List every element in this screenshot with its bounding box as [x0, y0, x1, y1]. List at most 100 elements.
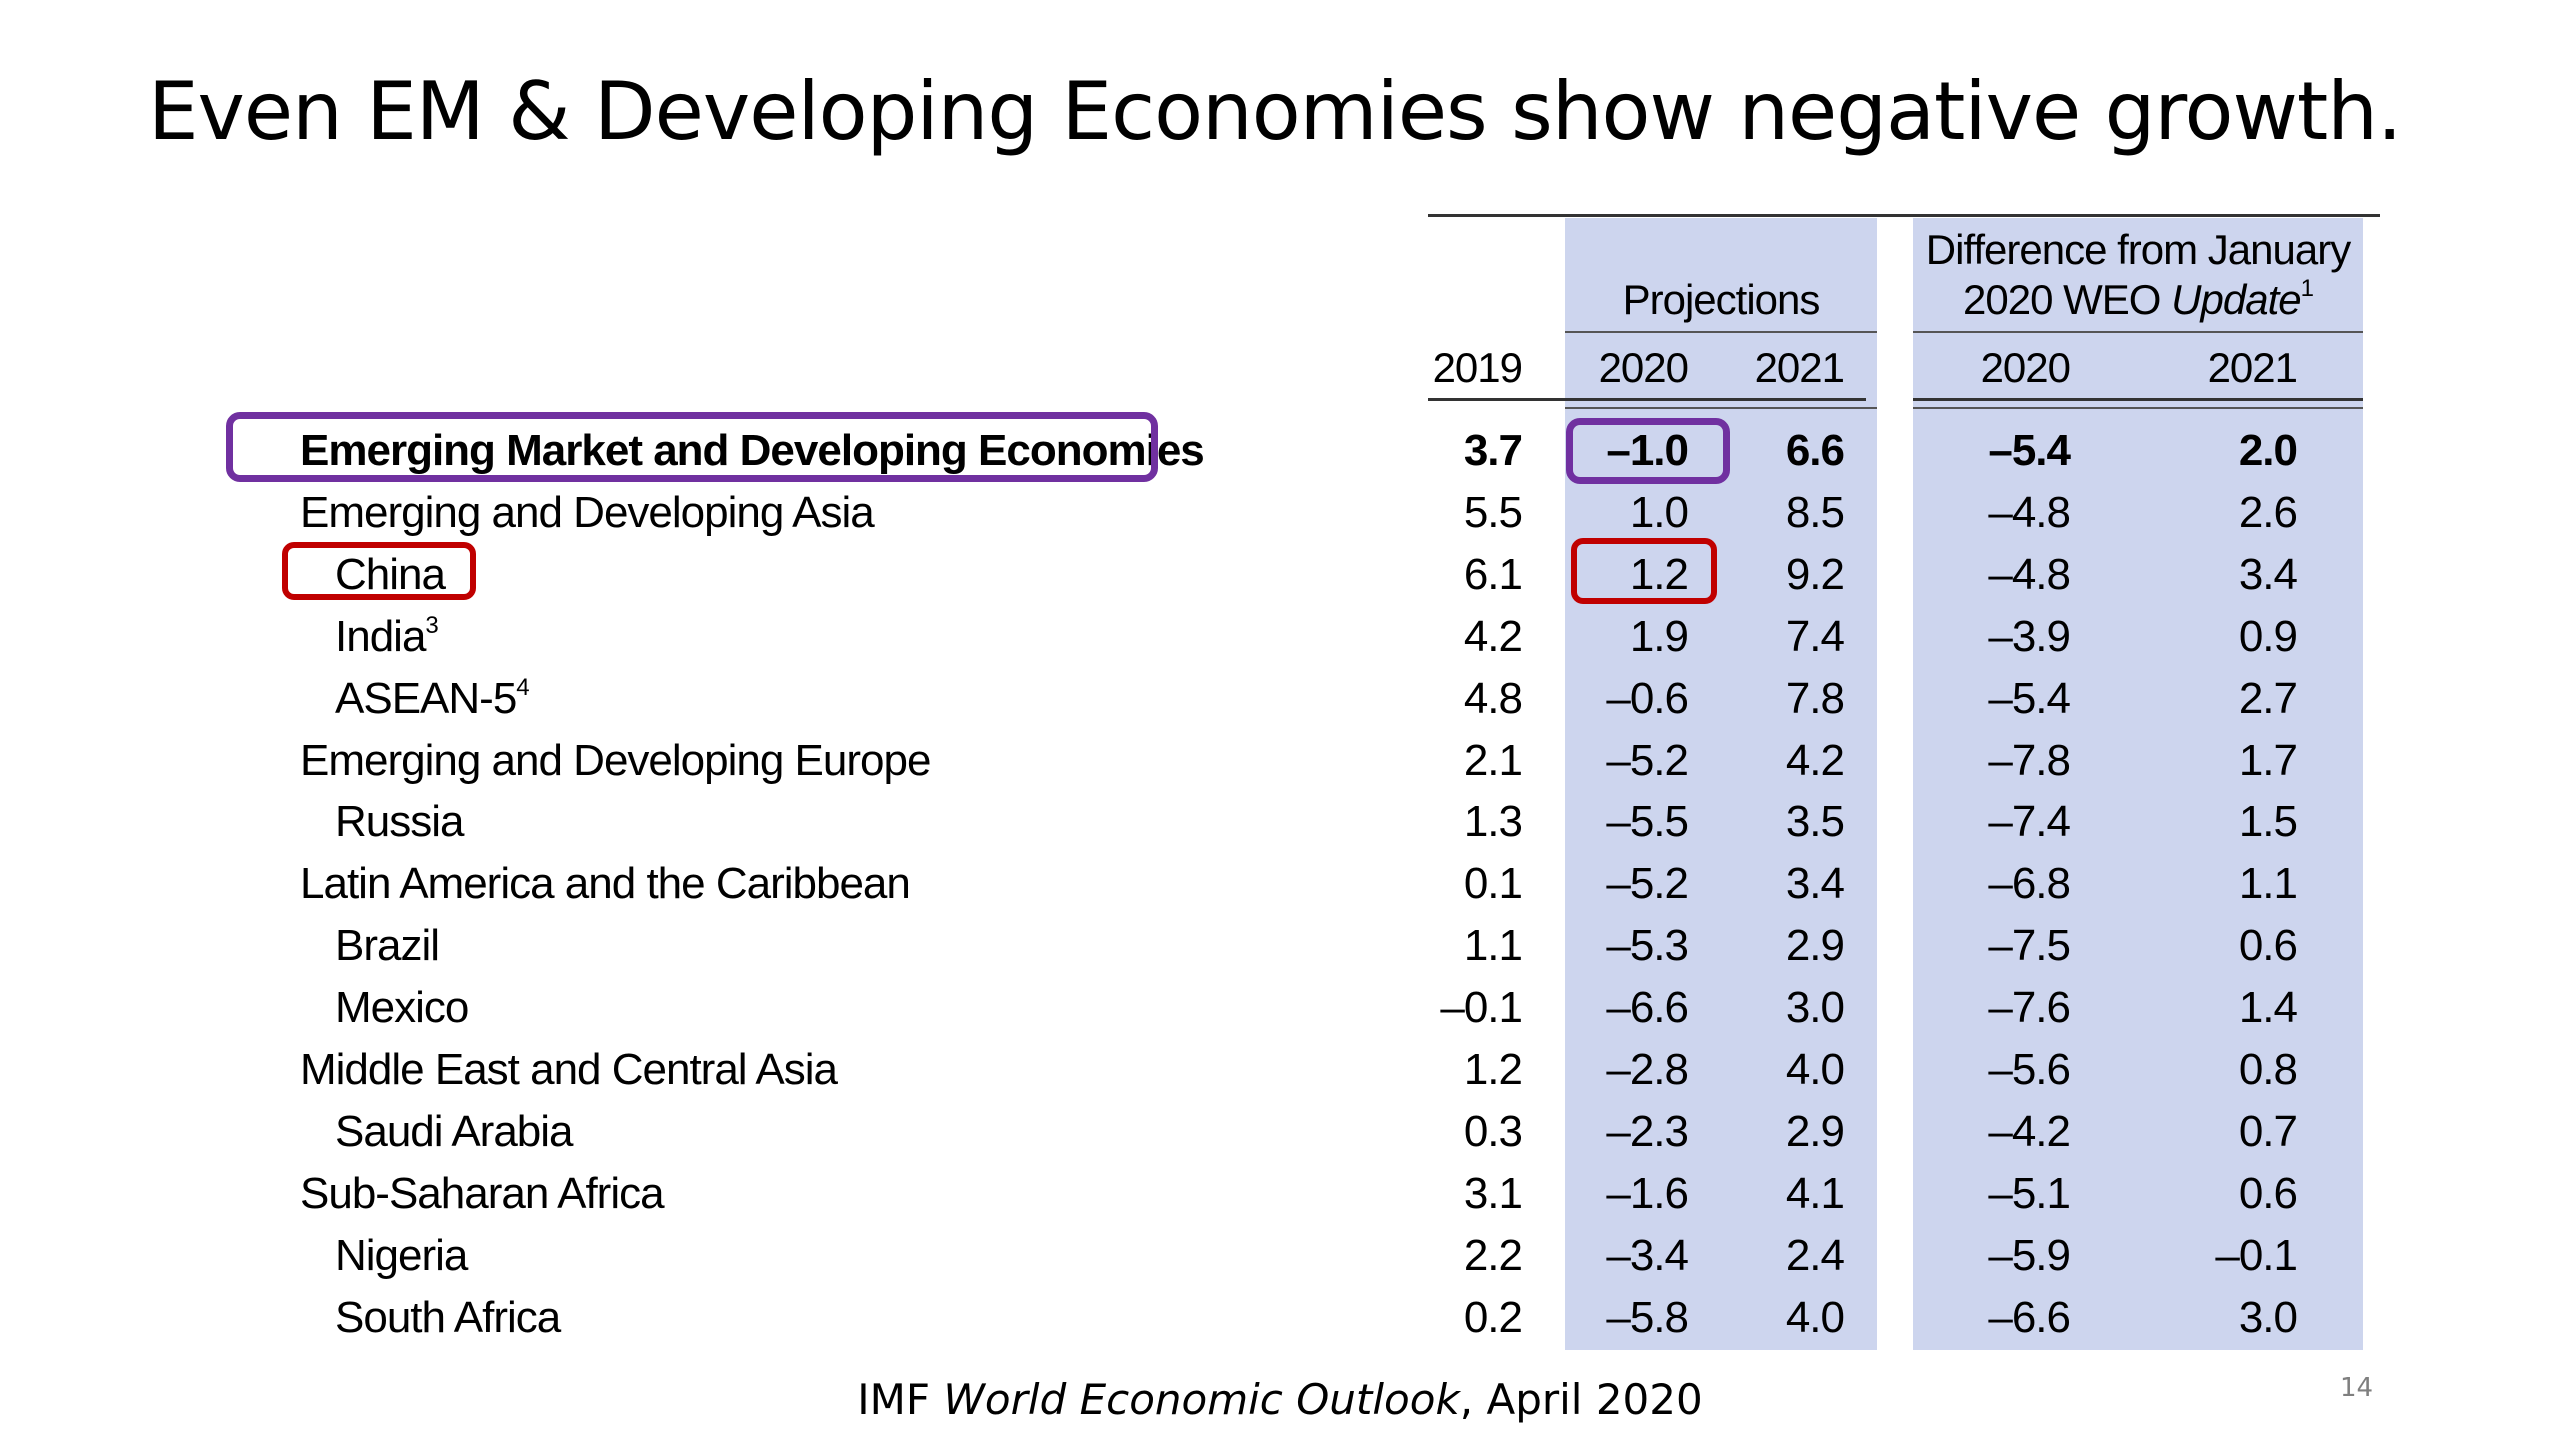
col-header-proj-2020: 2020: [1598, 344, 1689, 391]
table-cell: 6.1: [1463, 550, 1523, 599]
projections-header: Projections: [1622, 276, 1821, 323]
row-label-text: ASEAN-5: [335, 674, 517, 723]
row-label-text: Emerging Market and Developing Economies: [300, 426, 1205, 475]
row-label: Brazil: [335, 916, 440, 976]
table-cell: 3.0: [1785, 983, 1845, 1032]
slide-title: Even EM & Developing Economies show nega…: [148, 65, 2402, 158]
row-label-text: Mexico: [335, 983, 469, 1032]
table-cell: –5.9: [1988, 1231, 2071, 1280]
table-cell: 0.6: [2238, 1169, 2298, 1218]
table-cell: –0.6: [1606, 674, 1689, 723]
row-label: ASEAN-54: [335, 669, 530, 729]
table-cell: 1.2: [1629, 550, 1689, 599]
header-rule-right: [1913, 398, 2363, 401]
row-label-footnote: 3: [425, 612, 438, 639]
table-cell: –5.5: [1606, 797, 1689, 846]
difference-band: [1913, 218, 2363, 1350]
table-cell: 6.6: [1785, 426, 1845, 475]
table-cell: –3.9: [1988, 612, 2071, 661]
table-cell: 1.5: [2238, 797, 2298, 846]
top-rule: [1428, 214, 2380, 217]
row-label: Emerging and Developing Asia: [300, 483, 875, 543]
table-cell: –6.6: [1606, 983, 1689, 1032]
table-cell: –5.6: [1988, 1045, 2071, 1094]
row-label: Saudi Arabia: [335, 1102, 574, 1162]
table-cell: –3.4: [1606, 1231, 1689, 1280]
table-cell: 4.2: [1463, 612, 1523, 661]
table-cell: –5.8: [1606, 1293, 1689, 1342]
china-label-highlight: [282, 542, 476, 600]
row-label-text: Russia: [335, 797, 464, 846]
table-cell: –1.0: [1606, 426, 1689, 475]
table-cell: 1.7: [2238, 736, 2298, 785]
page-number: 14: [2340, 1373, 2374, 1403]
table-cell: –4.8: [1988, 488, 2071, 537]
table-cell: 0.6: [2238, 921, 2298, 970]
table-cell: –5.4: [1988, 674, 2071, 723]
table-cell: 0.9: [2238, 612, 2298, 661]
row-label: Mexico: [335, 978, 469, 1038]
table-cell: –4.2: [1988, 1107, 2071, 1156]
emde-label-highlight: [226, 412, 1158, 482]
row-label: Emerging and Developing Europe: [300, 731, 931, 791]
caption-publication: World Economic Outlook: [943, 1375, 1460, 1424]
table-cell: 2.6: [2238, 488, 2298, 537]
row-label: Nigeria: [335, 1226, 468, 1286]
row-label-text: India: [335, 612, 426, 661]
table-cell: 4.0: [1785, 1293, 1845, 1342]
table-cell: 1.0: [1629, 488, 1689, 537]
difference-underline: [1913, 331, 2363, 333]
table-cell: 3.4: [2238, 550, 2298, 599]
row-label: Emerging Market and Developing Economies: [300, 421, 1205, 481]
table-cell: –1.6: [1606, 1169, 1689, 1218]
table-cell: 0.2: [1463, 1293, 1523, 1342]
row-label: Latin America and the Caribbean: [300, 854, 911, 914]
row-label: China: [335, 545, 446, 605]
table-cell: 2.2: [1463, 1231, 1523, 1280]
table-cell: 3.1: [1463, 1169, 1523, 1218]
table-cell: 1.9: [1629, 612, 1689, 661]
difference-header-weo: 2020 WEO: [1963, 276, 2172, 323]
table-cell: –7.4: [1988, 797, 2071, 846]
table-cell: 3.0: [2238, 1293, 2298, 1342]
header-rule-2: [1565, 407, 1877, 409]
row-label-text: Latin America and the Caribbean: [300, 859, 911, 908]
table-cell: 5.5: [1463, 488, 1523, 537]
table-cell: –4.8: [1988, 550, 2071, 599]
row-label-text: Middle East and Central Asia: [300, 1045, 838, 1094]
table-cell: 4.1: [1785, 1169, 1845, 1218]
row-label-text: South Africa: [335, 1293, 561, 1342]
table-cell: 3.5: [1785, 797, 1845, 846]
projections-underline: [1565, 331, 1877, 333]
row-label-text: China: [335, 550, 446, 599]
difference-header-update: Update: [2171, 276, 2301, 323]
table-cell: 2.7: [2238, 674, 2298, 723]
table-cell: 1.1: [1463, 921, 1523, 970]
china-2020-highlight: [1571, 538, 1717, 604]
projections-band: [1565, 218, 1877, 1350]
caption-suffix: , April 2020: [1459, 1375, 1703, 1424]
table-cell: –5.4: [1988, 426, 2071, 475]
col-header-diff-2020: 2020: [1980, 344, 2071, 391]
table-cell: –7.5: [1988, 921, 2071, 970]
table-cell: –6.6: [1988, 1293, 2071, 1342]
difference-header-footnote: 1: [2300, 275, 2314, 302]
table-cell: 1.1: [2238, 859, 2298, 908]
row-label-text: Sub-Saharan Africa: [300, 1169, 665, 1218]
table-cell: 0.7: [2238, 1107, 2298, 1156]
table-cell: 3.4: [1785, 859, 1845, 908]
col-header-proj-2021: 2021: [1754, 344, 1845, 391]
table-cell: 0.1: [1463, 859, 1523, 908]
row-label: South Africa: [335, 1288, 561, 1348]
row-label: Sub-Saharan Africa: [300, 1164, 665, 1224]
table-cell: 7.8: [1785, 674, 1845, 723]
table-cell: –2.8: [1606, 1045, 1689, 1094]
row-label: India3: [335, 607, 439, 667]
row-label: Russia: [335, 792, 464, 852]
header-rule-3: [1913, 407, 2363, 409]
row-label-text: Brazil: [335, 921, 440, 970]
table-cell: –5.3: [1606, 921, 1689, 970]
table-cell: –2.3: [1606, 1107, 1689, 1156]
table-cell: –7.6: [1988, 983, 2071, 1032]
table-cell: –0.1: [1440, 983, 1523, 1032]
